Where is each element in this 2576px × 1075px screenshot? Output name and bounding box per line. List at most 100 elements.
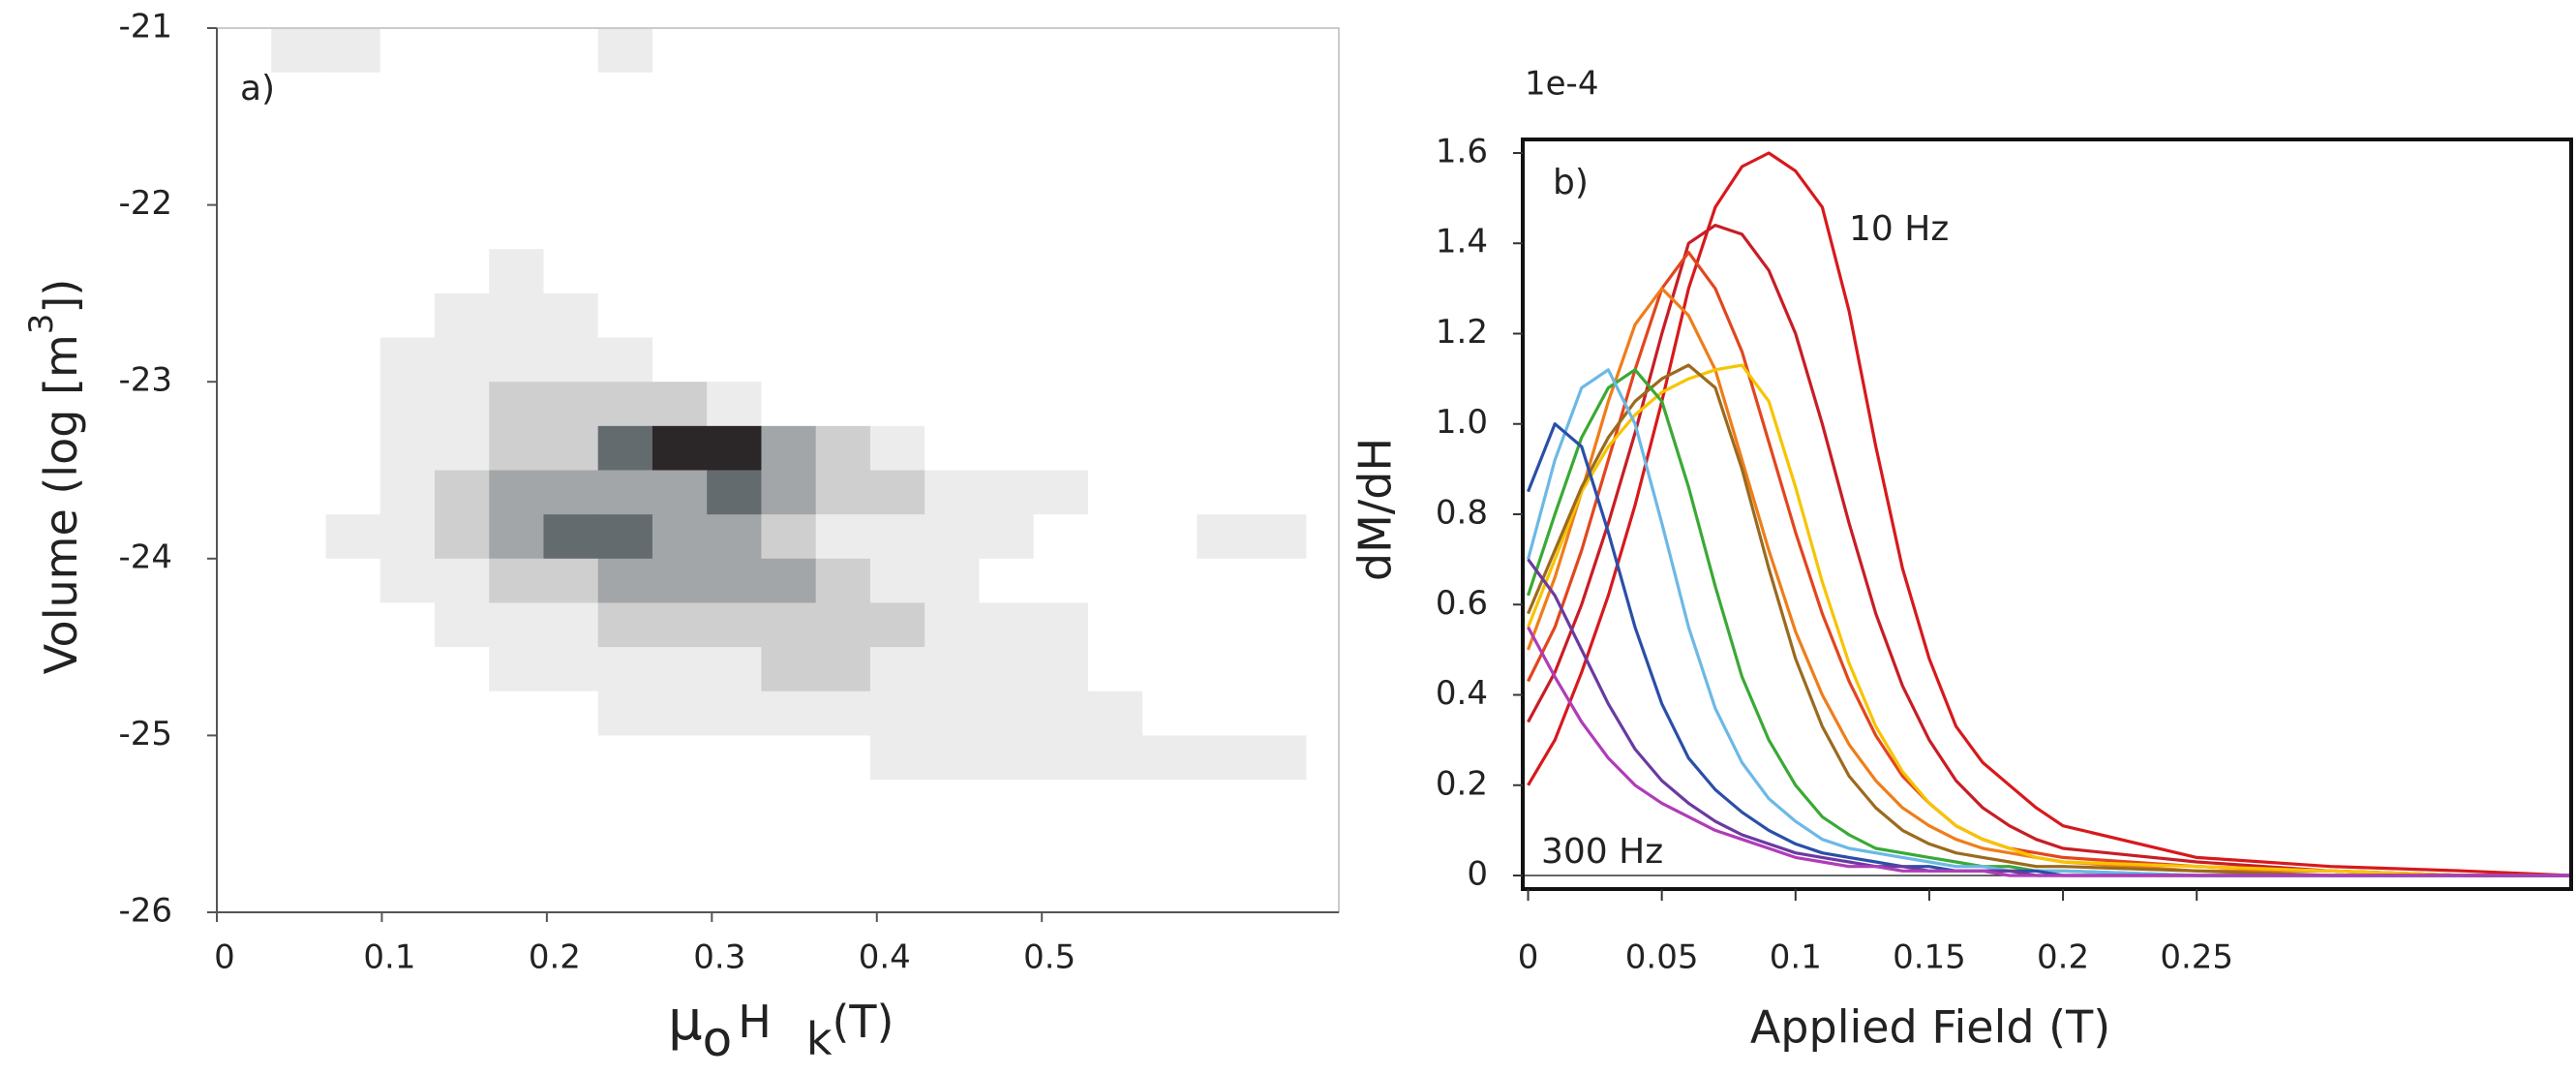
heat-cell xyxy=(271,558,326,603)
heat-cell xyxy=(434,249,490,294)
heat-cell xyxy=(1197,514,1253,560)
heat-cell xyxy=(761,647,817,692)
curve xyxy=(1527,251,2571,877)
heat-cell xyxy=(543,204,599,250)
heat-cell xyxy=(1033,868,1089,913)
heat-cell xyxy=(707,780,762,825)
heat-cell xyxy=(707,602,762,648)
heat-cell xyxy=(489,28,544,74)
heat-cell xyxy=(489,558,544,603)
heat-cell xyxy=(543,514,599,560)
heat-cell xyxy=(597,249,653,294)
heat-cell xyxy=(325,602,381,648)
heat-cell xyxy=(489,425,544,471)
heat-cell xyxy=(652,249,708,294)
heat-cell xyxy=(1197,691,1253,736)
heat-cell xyxy=(597,735,653,781)
heat-cell xyxy=(1197,780,1253,825)
heat-cell xyxy=(979,72,1035,117)
heat-cell xyxy=(217,558,272,603)
heat-cell xyxy=(1142,292,1197,339)
heat-cell xyxy=(761,72,817,117)
heat-cell xyxy=(1033,292,1089,339)
heat-cell xyxy=(1251,72,1307,117)
heat-cell xyxy=(761,382,817,427)
heat-cell xyxy=(597,72,653,117)
heat-cell xyxy=(434,116,490,162)
heat-cell xyxy=(1087,72,1143,117)
x-tick-label: 0.5 xyxy=(1023,938,1076,977)
heat-cell xyxy=(489,823,544,869)
heat-cell xyxy=(434,735,490,781)
heat-cell xyxy=(869,735,925,781)
heat-cell xyxy=(379,72,436,117)
heat-cell xyxy=(815,249,871,294)
heat-cell xyxy=(1251,780,1307,825)
heat-cell xyxy=(271,470,326,515)
heat-cell xyxy=(217,337,272,383)
heat-cell xyxy=(379,735,436,781)
curve xyxy=(1527,224,2571,877)
heat-cell xyxy=(1197,160,1253,206)
heat-cell xyxy=(652,28,708,74)
heat-cell xyxy=(1142,28,1197,74)
heat-cell xyxy=(924,72,980,117)
heat-cell xyxy=(815,780,871,825)
curve xyxy=(1527,626,2571,877)
heat-cell xyxy=(543,72,599,117)
heat-cell xyxy=(1087,28,1143,74)
heat-cell xyxy=(597,292,653,339)
heat-cell xyxy=(707,514,762,560)
heat-cell xyxy=(217,735,272,781)
curve xyxy=(1526,368,2571,877)
heat-cell xyxy=(924,292,980,339)
heat-cell xyxy=(1197,204,1253,250)
heat-cell xyxy=(707,425,762,471)
heat-cell xyxy=(979,823,1035,869)
heat-cell xyxy=(1197,292,1253,339)
heat-cell xyxy=(652,116,708,162)
y-tick-label: 1.6 xyxy=(1436,132,1488,170)
heat-cell xyxy=(1087,823,1143,869)
heat-cell xyxy=(434,470,490,515)
heat-cell xyxy=(761,249,817,294)
y-tick-label: 0.6 xyxy=(1436,584,1488,623)
heat-cell xyxy=(1251,249,1307,294)
heat-cell xyxy=(761,602,817,648)
heat-cell xyxy=(761,514,817,560)
heat-cell xyxy=(271,647,326,692)
heat-cell xyxy=(271,337,326,383)
heat-cell xyxy=(1033,337,1089,383)
heat-cell xyxy=(434,602,490,648)
heat-cell xyxy=(1033,160,1089,206)
heat-cell xyxy=(271,823,326,869)
heat-cell xyxy=(924,425,980,471)
heat-cell xyxy=(597,337,653,383)
heat-cell xyxy=(489,647,544,692)
heat-cell xyxy=(379,647,436,692)
heat-cell xyxy=(1087,780,1143,825)
heat-cell xyxy=(379,292,436,339)
heat-cell xyxy=(761,204,817,250)
heat-cell xyxy=(1251,470,1307,515)
heat-cell xyxy=(597,116,653,162)
heat-cell xyxy=(761,337,817,383)
heat-cell xyxy=(979,382,1035,427)
heat-cell xyxy=(489,735,544,781)
heat-cell xyxy=(869,204,925,250)
heat-cell xyxy=(815,470,871,515)
heat-cell xyxy=(434,28,490,74)
heat-cell xyxy=(979,558,1035,603)
heat-cell xyxy=(815,292,871,339)
heat-cell xyxy=(217,691,272,736)
x-axis-label: Applied Field (T) xyxy=(1750,1001,2110,1054)
heat-cell xyxy=(379,337,436,383)
heat-cell xyxy=(597,514,653,560)
heat-cell xyxy=(325,382,381,427)
heat-cell xyxy=(1197,868,1253,913)
heat-cell xyxy=(652,868,708,913)
heat-cell xyxy=(815,425,871,471)
heat-cell xyxy=(1197,116,1253,162)
heat-cell xyxy=(869,337,925,383)
